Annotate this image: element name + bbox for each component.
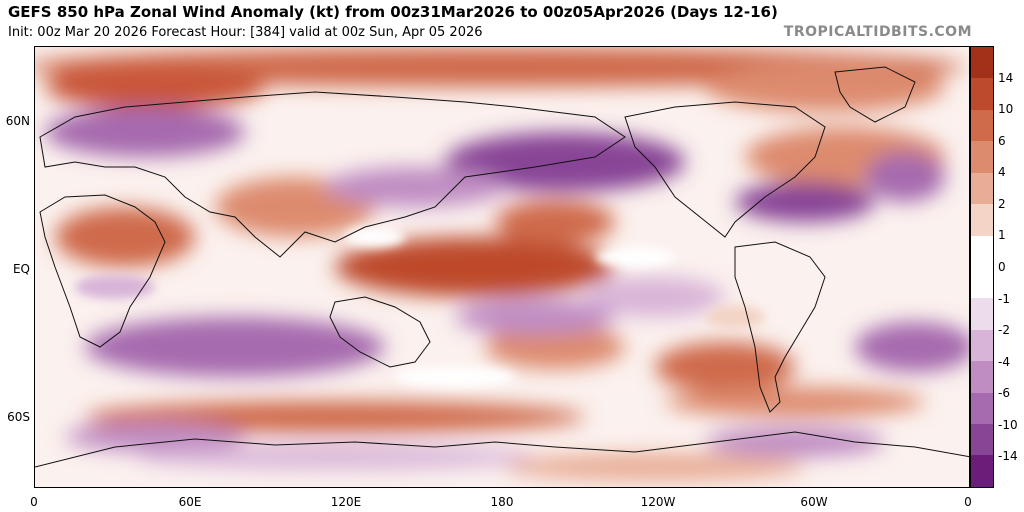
lat-label-60n: 60N [5, 114, 30, 128]
colorbar-tick-label: 2 [998, 196, 1006, 211]
map-panel [34, 46, 970, 488]
colorbar-tick-label: -4 [998, 354, 1010, 369]
lon-label-60w: 60W [800, 495, 828, 509]
map-subtitle: Init: 00z Mar 20 2026 Forecast Hour: [38… [8, 25, 483, 40]
colorbar-segment [971, 455, 993, 487]
colorbar-segment [971, 266, 993, 299]
lon-label-0-east: 0 [964, 495, 972, 509]
lon-label-0: 0 [30, 495, 38, 509]
colorbar-segment [971, 235, 993, 267]
colorbar-tick-label: -10 [998, 417, 1018, 432]
colorbar-segment [971, 141, 993, 173]
lat-label-eq: EQ [12, 262, 30, 276]
colorbar-tick-label: -1 [998, 291, 1010, 306]
lon-label-120w: 120W [640, 495, 676, 509]
colorbar-tick-label: 14 [998, 70, 1014, 85]
colorbar-segment [971, 329, 993, 362]
colorbar-tick-label: 10 [998, 102, 1014, 117]
colorbar-segment [971, 204, 993, 236]
lon-label-180: 180 [490, 495, 514, 509]
lon-label-60e: 60E [178, 495, 202, 509]
colorbar-segment [971, 109, 993, 142]
eurasia-outline [39, 91, 626, 258]
colorbar-tick-label: -6 [998, 386, 1010, 401]
colorbar-tick-label: 6 [998, 133, 1006, 148]
anomaly-field [35, 47, 969, 481]
anomaly-field-detail [75, 227, 765, 387]
colorbar-segment [971, 361, 993, 393]
south-america-outline [734, 241, 826, 413]
australia-outline [329, 296, 431, 368]
colorbar-tick-label: 4 [998, 165, 1006, 180]
colorbar [970, 46, 994, 488]
lon-label-120e: 120E [330, 495, 362, 509]
colorbar-segment [971, 78, 993, 110]
colorbar-tick-label: 1 [998, 228, 1006, 243]
africa-outline [39, 194, 166, 348]
colorbar-segment [971, 392, 993, 425]
map-title: GEFS 850 hPa Zonal Wind Anomaly (kt) fro… [8, 3, 778, 21]
north-america-outline [624, 101, 826, 238]
colorbar-tick-label: -14 [998, 449, 1018, 464]
colorbar-tick-label: -2 [998, 323, 1010, 338]
colorbar-segment [971, 298, 993, 330]
colorbar-segment [971, 424, 993, 456]
brand-watermark[interactable]: TROPICALTIDBITS.COM [783, 24, 972, 40]
wind-anomaly-map [35, 47, 969, 487]
lat-label-60s: 60S [7, 410, 30, 424]
greenland-outline [834, 66, 916, 123]
colorbar-segment [971, 47, 993, 79]
antarctica-outline [35, 431, 969, 468]
colorbar-segment [971, 172, 993, 205]
colorbar-tick-label: 0 [998, 260, 1006, 274]
continent-outlines [35, 66, 969, 468]
